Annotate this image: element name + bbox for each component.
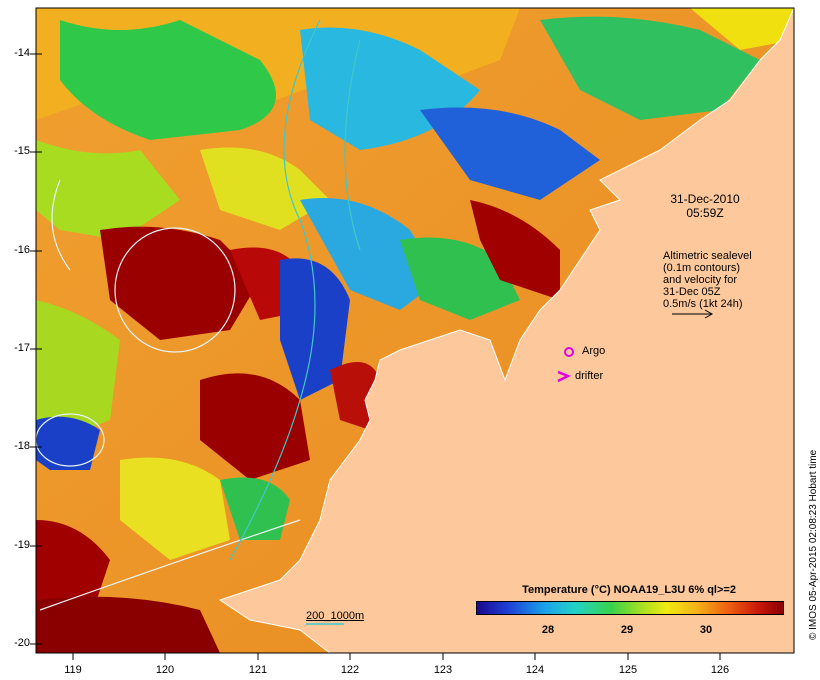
altimetry-line: (0.1m contours) <box>663 262 741 274</box>
velocity-scale-arrow <box>672 309 714 319</box>
y-tick: -17 <box>14 342 30 354</box>
altimetry-line: and velocity for <box>663 274 737 286</box>
drifter-icon <box>557 370 572 383</box>
isobath-lines <box>229 19 361 561</box>
isobath-label: 200_1000m <box>306 610 365 622</box>
y-tick: -16 <box>14 244 30 256</box>
argo-label: Argo <box>582 345 606 357</box>
altimetry-note: Altimetric sealevel (0.1m contours) and … <box>663 250 783 310</box>
colorbar-tick: 30 <box>699 624 713 636</box>
x-tick: 120 <box>155 664 175 676</box>
sealevel-contours <box>36 179 301 611</box>
x-tick: 121 <box>248 664 268 676</box>
y-tick: -19 <box>14 539 30 551</box>
colorbar <box>476 601 784 615</box>
colorbar-title: Temperature (°C) NOAA19_L3U 6% ql>=2 <box>522 584 736 596</box>
x-tick: 124 <box>525 664 545 676</box>
x-tick: 123 <box>433 664 453 676</box>
y-tick: -20 <box>14 637 30 649</box>
date-line1: 31-Dec-2010 <box>670 192 740 206</box>
axis-ticks <box>30 53 721 660</box>
date-line2: 05:59Z <box>686 206 724 220</box>
y-tick: -15 <box>14 145 30 157</box>
y-tick: -18 <box>14 440 30 452</box>
x-tick: 122 <box>340 664 360 676</box>
land-mass <box>218 8 794 653</box>
altimetry-line: Altimetric sealevel <box>663 250 752 262</box>
altimetry-line: 0.5m/s (1kt 24h) <box>663 298 743 310</box>
x-tick: 125 <box>618 664 638 676</box>
argo-icon <box>564 347 574 357</box>
date-label: 31-Dec-2010 05:59Z <box>660 192 750 220</box>
credit-text: © IMOS 05-Apr-2015 02:08:23 Hobart time <box>808 449 819 640</box>
plot-frame <box>35 7 795 654</box>
drifter-label: drifter <box>575 370 604 382</box>
y-tick: -14 <box>14 47 30 59</box>
colorbar-tick: 29 <box>620 624 634 636</box>
x-tick: 126 <box>710 664 730 676</box>
colorbar-tick: 28 <box>541 624 555 636</box>
x-tick: 119 <box>64 664 82 676</box>
altimetry-line: 31-Dec 05Z <box>663 286 721 298</box>
